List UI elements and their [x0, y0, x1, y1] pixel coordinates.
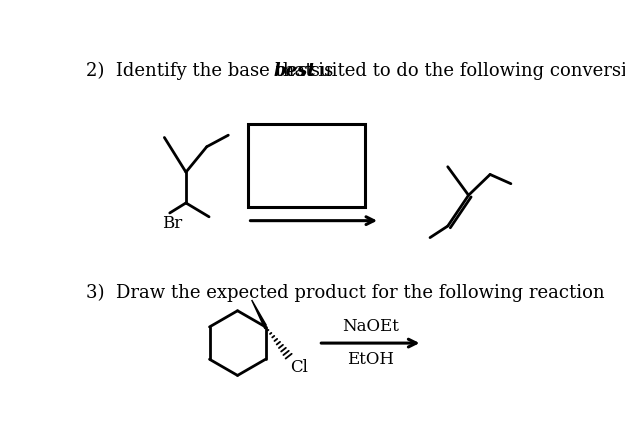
Bar — [248, 124, 364, 207]
Text: Cl: Cl — [290, 359, 308, 376]
Text: NaOEt: NaOEt — [342, 319, 399, 335]
Text: 2)  Identify the base that is: 2) Identify the base that is — [86, 62, 339, 80]
Text: best: best — [274, 62, 316, 80]
Text: 3)  Draw the expected product for the following reaction: 3) Draw the expected product for the fol… — [86, 284, 604, 302]
Polygon shape — [252, 300, 266, 329]
Text: EtOH: EtOH — [347, 351, 394, 368]
Text: suited to do the following conversion.: suited to do the following conversion. — [304, 62, 625, 80]
Text: Br: Br — [162, 215, 182, 232]
